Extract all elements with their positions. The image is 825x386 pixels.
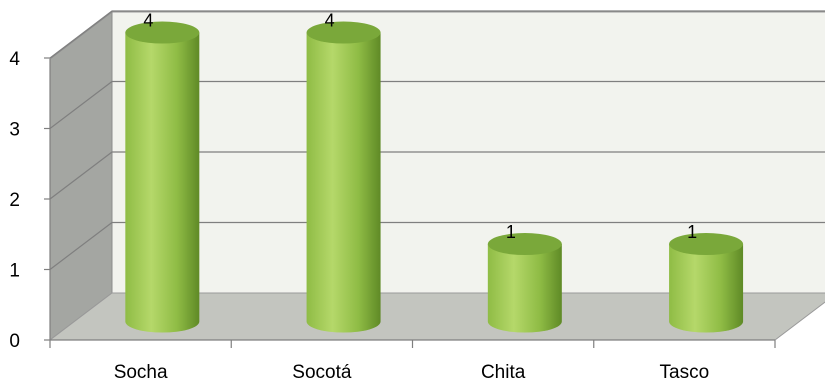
- y-tick-label: 2: [9, 190, 20, 211]
- x-axis-category-labels: Socha Socotá Chita Tasco: [114, 362, 710, 383]
- bar-tasco: 1: [669, 222, 743, 332]
- bar-socha: 4: [125, 11, 199, 333]
- bar-socotá: 4: [307, 11, 381, 333]
- bar-body: [307, 33, 381, 333]
- y-tick-label: 1: [9, 261, 20, 282]
- category-label: Socotá: [292, 362, 352, 383]
- y-tick-label: 3: [9, 120, 20, 141]
- bar-body: [669, 244, 743, 332]
- bar-top: [488, 233, 562, 255]
- bar-chita: 1: [488, 222, 562, 332]
- bar-top: [669, 233, 743, 255]
- data-label: 1: [506, 222, 516, 242]
- data-label: 4: [143, 11, 153, 31]
- y-tick-label: 0: [9, 331, 20, 352]
- y-tick-label: 4: [9, 49, 20, 70]
- data-label: 4: [325, 11, 335, 31]
- category-label: Socha: [114, 362, 168, 383]
- category-label: Tasco: [660, 362, 710, 383]
- bar-body: [488, 244, 562, 332]
- bar-body: [125, 33, 199, 333]
- data-label: 1: [687, 222, 697, 242]
- bar-top: [307, 22, 381, 44]
- bar-top: [125, 22, 199, 44]
- y-axis-tick-labels: 0 1 2 3 4: [9, 49, 20, 352]
- category-label: Chita: [481, 362, 526, 383]
